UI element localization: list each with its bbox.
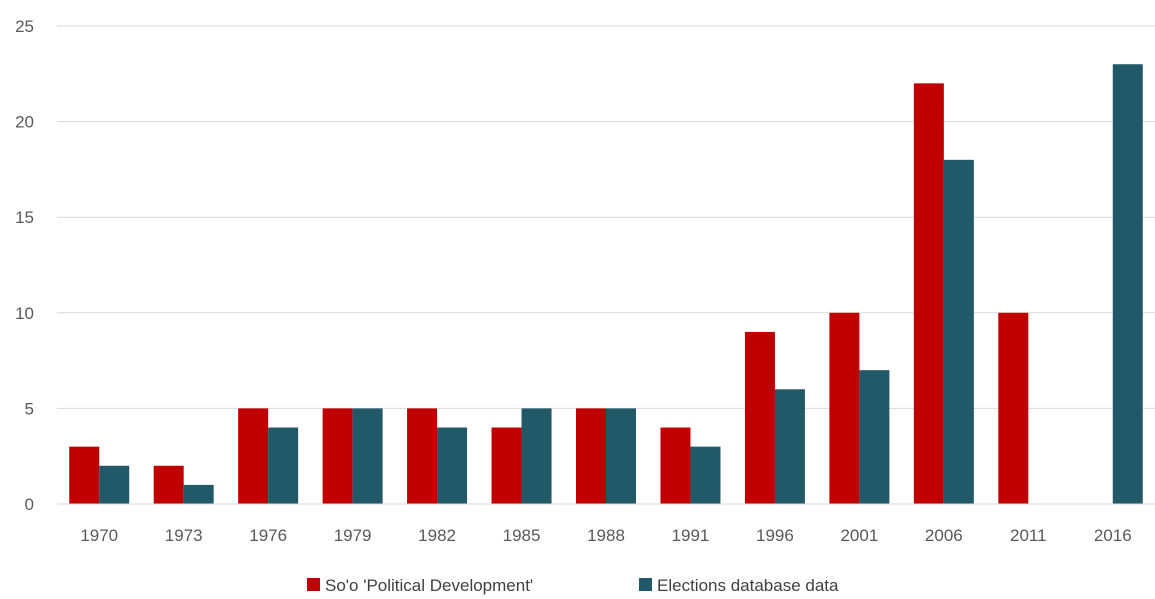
x-tick-label: 1982 — [418, 526, 456, 545]
bar-elections-db-2006 — [943, 159, 974, 504]
x-tick-label: 2001 — [840, 526, 878, 545]
gridlines — [57, 25, 1155, 409]
bar-elections-db-1982 — [437, 427, 468, 504]
bar-soo-1996 — [744, 331, 775, 504]
x-tick-label: 1996 — [756, 526, 794, 545]
bar-elections-db-1988 — [606, 408, 636, 504]
x-axis-tick-labels: 1970 1973 1976 1979 1982 1985 1988 1991 1996 2001… — [80, 526, 1131, 545]
legend-swatch-1 — [639, 578, 652, 591]
bar-soo-2006 — [913, 83, 944, 505]
bar-soo-1979 — [322, 408, 353, 504]
legend-label-1: Elections database data — [657, 576, 839, 595]
x-tick-label: 1973 — [165, 526, 203, 545]
bars — [69, 64, 1143, 505]
bar-soo-1988 — [576, 408, 606, 504]
y-tick-label: 15 — [15, 208, 34, 227]
bar-elections-db-1985 — [521, 408, 552, 504]
bar-elections-db-1970 — [99, 465, 130, 504]
legend: So'o 'Political Development' Elections da… — [307, 576, 839, 595]
bar-elections-db-1996 — [774, 389, 805, 504]
bar-soo-2001 — [829, 312, 860, 504]
x-tick-label: 2016 — [1094, 526, 1132, 545]
bar-elections-db-1973 — [183, 484, 214, 504]
x-tick-label: 2011 — [1010, 526, 1047, 545]
x-tick-label: 1988 — [587, 526, 625, 545]
y-tick-label: 25 — [15, 17, 34, 36]
y-tick-label: 10 — [15, 304, 34, 323]
bar-elections-db-2001 — [859, 370, 890, 504]
y-axis-tick-labels: 0 5 10 15 20 25 — [15, 17, 34, 514]
legend-label-0: So'o 'Political Development' — [325, 576, 533, 595]
bar-elections-db-1991 — [690, 446, 721, 504]
x-tick-label: 1979 — [334, 526, 372, 545]
x-tick-label: 2006 — [925, 526, 963, 545]
bar-elections-db-1976 — [268, 427, 299, 504]
x-tick-label: 1976 — [249, 526, 287, 545]
bar-soo-1982 — [407, 408, 438, 504]
y-tick-label: 20 — [15, 113, 34, 132]
bar-elections-db-2016 — [1112, 64, 1143, 505]
bar-soo-1970 — [69, 446, 100, 504]
y-tick-label: 0 — [25, 495, 34, 514]
bar-soo-1973 — [153, 465, 184, 504]
bar-soo-1991 — [660, 427, 691, 504]
bar-soo-1976 — [238, 408, 269, 504]
bar-soo-1985 — [491, 427, 522, 504]
bar-elections-db-1979 — [352, 408, 383, 504]
bar-soo-2011 — [998, 312, 1029, 504]
x-tick-label: 1970 — [80, 526, 118, 545]
x-tick-label: 1991 — [672, 526, 710, 545]
x-tick-label: 1985 — [503, 526, 541, 545]
legend-swatch-0 — [307, 578, 320, 591]
y-tick-label: 5 — [25, 399, 34, 418]
